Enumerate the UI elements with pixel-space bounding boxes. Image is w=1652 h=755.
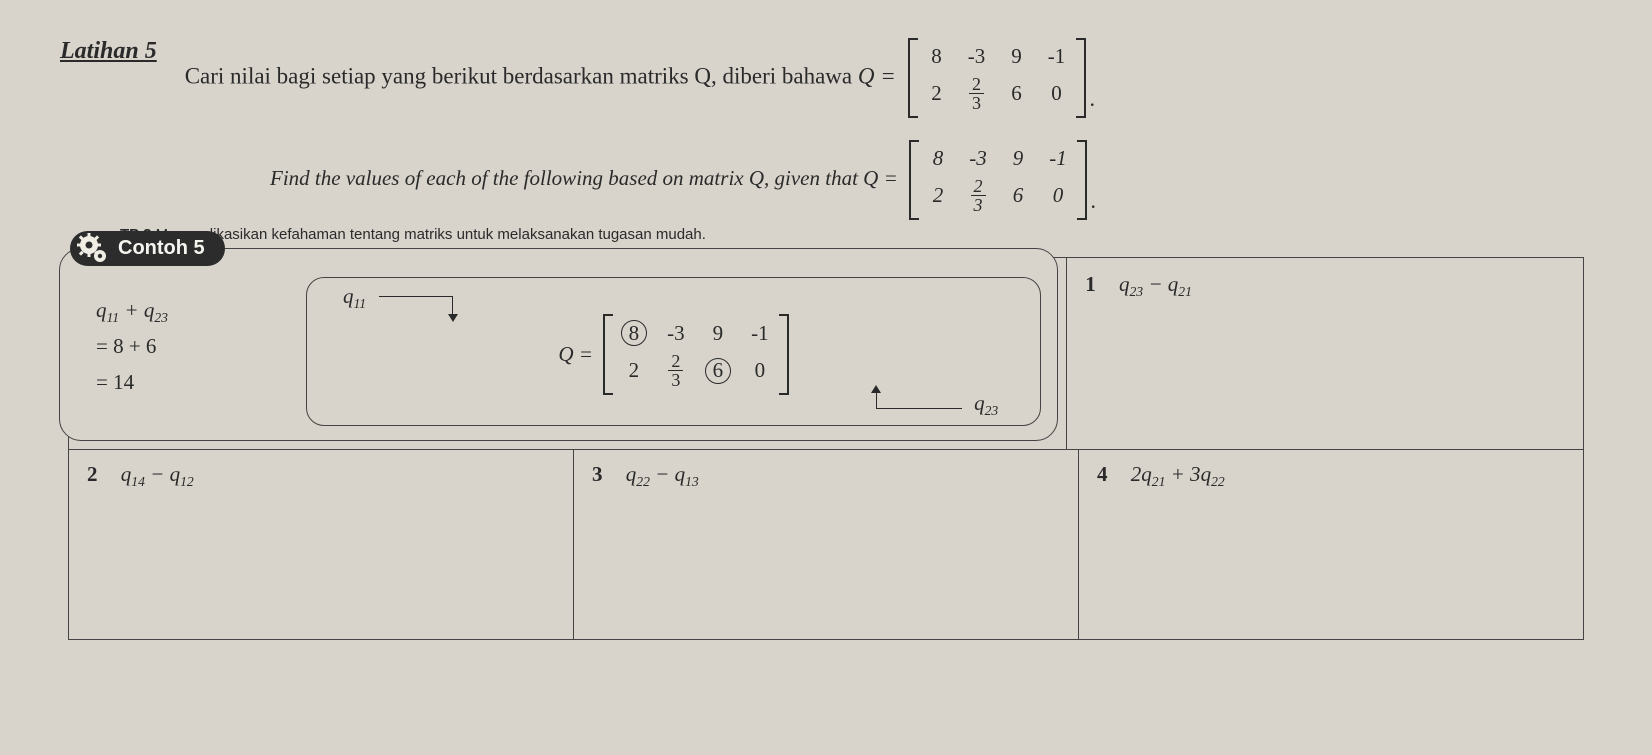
arrow-to-q23 xyxy=(876,391,962,409)
q-equals-1: Q = xyxy=(858,63,902,88)
q4-expr: 2q21 + 3q22 xyxy=(1131,462,1225,486)
cm-r2c3: 6 xyxy=(705,358,731,384)
q4-number: 4 xyxy=(1097,462,1108,486)
contoh-box: Contoh 5 q11 + q23 = 8 + 6 = 14 q11 Q = … xyxy=(59,248,1058,441)
tp-text: Mengaplikasikan kefahaman tentang matrik… xyxy=(156,226,706,243)
q23-label: q23 xyxy=(974,391,998,419)
m2-r2c1: 2 xyxy=(927,183,949,208)
top-row: Contoh 5 q11 + q23 = 8 + 6 = 14 q11 Q = … xyxy=(69,258,1583,449)
cm-r1c3: 9 xyxy=(705,321,731,346)
q3-expr: q22 − q13 xyxy=(626,462,699,486)
m2-r1c4: -1 xyxy=(1047,146,1069,171)
q1-expr: q23 − q21 xyxy=(1119,272,1192,296)
m2-r2c2: 23 xyxy=(967,177,989,214)
contoh-working: q11 + q23 = 8 + 6 = 14 xyxy=(76,259,276,426)
prompt-en: Find the values of each of the following… xyxy=(270,126,1097,220)
contoh-line1: q11 + q23 xyxy=(96,293,276,329)
matrix-Q-1: 8 -3 9 -1 2 23 6 0 . xyxy=(908,38,1096,118)
arrow-head-q11 xyxy=(448,314,458,322)
contoh-line3: = 14 xyxy=(96,365,276,401)
m1-r1c1: 8 xyxy=(926,44,948,69)
cm-r1c1: 8 xyxy=(621,320,647,346)
cm-r2c1: 2 xyxy=(621,358,647,383)
m2-r1c3: 9 xyxy=(1007,146,1029,171)
prompt-en-text: Find the values of each of the following… xyxy=(270,166,858,190)
header-row-ms: Latihan 5 Cari nilai bagi setiap yang be… xyxy=(60,20,1592,118)
header-row-en: Find the values of each of the following… xyxy=(270,126,1592,220)
m1-r2c3: 6 xyxy=(1006,81,1028,106)
m1-r1c2: -3 xyxy=(966,44,988,69)
question-4: 4 2q21 + 3q22 xyxy=(1079,450,1583,639)
cm-r1c4: -1 xyxy=(749,321,771,346)
arrow-to-q11 xyxy=(379,296,453,316)
gear-icon xyxy=(76,232,110,266)
m2-r2c3: 6 xyxy=(1007,183,1029,208)
cm-r2c2: 23 xyxy=(665,352,687,389)
q2-number: 2 xyxy=(87,462,98,486)
prompt-ms: Cari nilai bagi setiap yang berikut berd… xyxy=(185,20,1592,118)
contoh-matrix-box: q11 Q = 8 -3 9 -1 2 23 6 xyxy=(306,277,1041,426)
q11-label: q11 xyxy=(343,284,366,312)
q2-expr: q14 − q12 xyxy=(121,462,194,486)
question-1: 1 q23 − q21 xyxy=(1066,258,1583,449)
Q-eq: Q = xyxy=(558,342,593,367)
arrow-head-q23 xyxy=(871,385,881,393)
exercise-panel: Contoh 5 q11 + q23 = 8 + 6 = 14 q11 Q = … xyxy=(68,257,1584,640)
m1-r2c4: 0 xyxy=(1046,81,1068,106)
cm-r2c4: 0 xyxy=(749,358,771,383)
bottom-row: 2 q14 − q12 3 q22 − q13 4 2q21 + 3q22 xyxy=(69,449,1583,639)
contoh-tab-label: Contoh 5 xyxy=(118,237,205,260)
contoh-line2: = 8 + 6 xyxy=(96,329,276,365)
matrix-Q-2: 8 -3 9 -1 2 23 6 0 . xyxy=(909,140,1097,220)
exercise-label: Latihan 5 xyxy=(60,20,157,65)
cm-r1c2: -3 xyxy=(665,321,687,346)
question-2: 2 q14 − q12 xyxy=(69,450,574,639)
m1-r1c3: 9 xyxy=(1006,44,1028,69)
m1-r2c1: 2 xyxy=(926,81,948,106)
question-3: 3 q22 − q13 xyxy=(574,450,1079,639)
tp-row: TP 3 Mengaplikasikan kefahaman tentang m… xyxy=(120,226,1592,243)
m1-r1c4: -1 xyxy=(1046,44,1068,69)
m2-r1c2: -3 xyxy=(967,146,989,171)
contoh-tab: Contoh 5 xyxy=(70,231,225,266)
m1-r2c2: 23 xyxy=(966,75,988,112)
m2-r1c1: 8 xyxy=(927,146,949,171)
prompt-ms-text: Cari nilai bagi setiap yang berikut berd… xyxy=(185,63,852,88)
q3-number: 3 xyxy=(592,462,603,486)
m2-r2c4: 0 xyxy=(1047,183,1069,208)
q1-number: 1 xyxy=(1085,272,1096,296)
